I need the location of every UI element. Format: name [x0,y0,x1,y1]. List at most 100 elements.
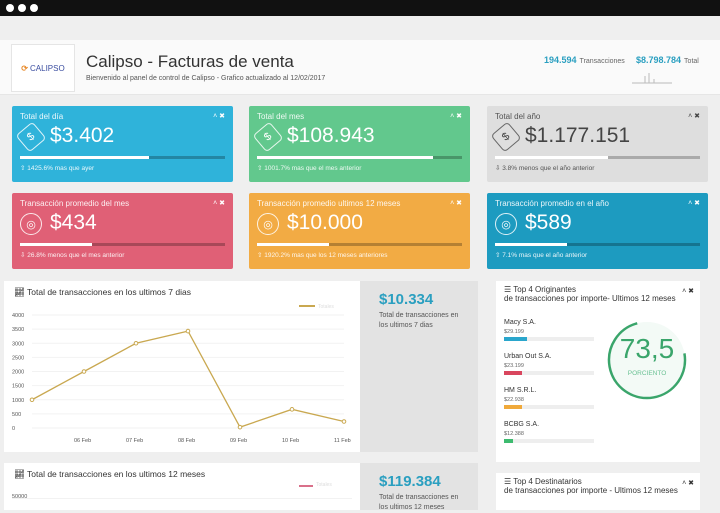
stat-12-desc: Total de transacciones en los ultimos 12… [379,494,459,511]
card-note-text: 26.8% menos que el mes anterior [27,252,125,259]
transactions-value: 194.594 [544,55,577,65]
collapse-icon[interactable]: ˄ [450,113,455,120]
lifebuoy-icon: ◎ [20,213,42,235]
logo-text: CALIPSO [30,63,65,73]
menu-icon[interactable]: ☰ [504,477,514,486]
x-tick-label: 10 Feb [282,438,299,444]
chart-12-title-text: Total de transacciones en los ultimos 12… [27,469,206,479]
originantes-title2: de transacciones por importe- Ultimos 12… [504,294,676,304]
card-note-text: 1920.2% mas que los 12 meses anteriores [264,252,388,259]
arrow-down-circle-icon: ⇩ [20,252,26,259]
money-icon: $ [252,121,284,153]
total-value: $8.798.784 [636,55,682,65]
card-controls: ˄ ✖ [450,199,462,207]
data-point[interactable] [289,407,295,412]
close-icon[interactable]: ✖ [688,288,694,295]
stat-7-desc: Total de transacciones en los ultimos 7 … [379,312,459,329]
y-tick-label: 2000 [12,370,24,376]
chart-7-days-panel: 📈︎ Total de transacciones en los ultimos… [4,281,360,452]
window-titlebar [0,0,720,16]
card-progress [20,243,225,246]
close-icon[interactable]: ✖ [219,113,225,120]
y-tick-label: 2500 [12,355,24,361]
card-progress [257,243,462,246]
item-amount: $12.388 [504,431,524,437]
item-bar [504,337,594,341]
card-note: ⇧ 7.1% mas que el año anterior [495,251,587,259]
stat-card: Total del día ˄ ✖ $ $3.402 ⇧ 1425.6% mas… [12,106,233,182]
page-subtitle: Bienvenido al panel de control de Calips… [86,75,326,82]
close-icon[interactable]: ✖ [688,480,694,487]
collapse-icon[interactable]: ˄ [213,200,218,207]
close-icon[interactable]: ✖ [694,200,700,207]
chart-line-icon: 📈︎ [14,469,27,479]
close-icon[interactable]: ✖ [694,113,700,120]
menu-icon[interactable]: ☰ [504,285,514,294]
card-controls: ˄ ✖ [450,112,462,120]
card-note-text: 1001.7% mas que el mes anterior [264,165,362,172]
header-transactions: 194.594 Transacciones [544,55,625,65]
y-tick-label: 1500 [12,384,24,390]
card-progress [495,156,700,159]
money-icon: $ [490,121,522,153]
card-label: Transacción promedio ultimos 12 meses [257,199,401,208]
x-tick-label: 06 Feb [74,438,91,444]
panel-controls: ˄ ✖ [682,287,694,295]
close-icon[interactable]: ✖ [456,200,462,207]
collapse-icon[interactable]: ˄ [682,480,687,487]
data-point[interactable] [29,397,35,403]
data-point[interactable] [237,424,243,430]
lifebuoy-icon: ◎ [257,213,279,235]
transactions-label: Transacciones [579,58,625,65]
page-header: ⟳ CALIPSO Calipso - Facturas de venta Bie… [0,40,720,95]
window-dot[interactable] [6,4,14,12]
originantes-title: ☰ Top 4 Originantes de transacciones por … [504,285,694,303]
card-note: ⇩ 3.8% menos que el año anterior [495,164,594,172]
originante-item: HM S.R.L. $22.938 [504,387,594,409]
gridline [12,498,352,499]
window-dot[interactable] [30,4,38,12]
lifebuoy-icon: ◎ [495,213,517,235]
y-tick-label: 4000 [12,313,24,319]
card-label: Total del día [20,112,64,121]
stat-7-days: $10.334 Total de transacciones en los ul… [360,281,478,452]
card-value: $589 [525,211,572,234]
destinatarios-title: ☰ Top 4 Destinatarios de transacciones po… [504,477,694,495]
window-dot[interactable] [18,4,26,12]
collapse-icon[interactable]: ˄ [688,200,693,207]
y-tick: 50000 [12,494,28,500]
card-value: $108.943 [287,124,375,147]
stat-7-value: $10.334 [379,291,434,308]
close-icon[interactable]: ✖ [219,200,225,207]
card-note-text: 1425.6% mas que ayer [27,165,95,172]
gauge-label: PORCIENTO [627,370,667,377]
card-value: $3.402 [50,124,115,147]
close-icon[interactable]: ✖ [456,113,462,120]
sparkline [632,73,672,84]
chart-7-title-text: Total de transacciones en los ultimos 7 … [27,287,191,297]
item-amount: $22.938 [504,397,524,403]
legend-label[interactable]: Totales [318,304,334,310]
chart-12-months-panel: 📈︎ Total de transacciones en los ultimos… [4,463,360,510]
card-label: Total del año [495,112,541,121]
top-destinatarios-panel: ☰ Top 4 Destinatarios de transacciones po… [496,473,700,510]
arrow-up-circle-icon: ⇧ [495,252,501,259]
data-point[interactable] [341,419,347,424]
card-note: ⇧ 1001.7% mas que el mes anterior [257,164,361,172]
item-amount: $29.199 [504,329,524,335]
item-bar [504,439,594,443]
item-name: Urban Out S.A. [504,353,552,360]
data-point[interactable] [133,340,139,346]
collapse-icon[interactable]: ˄ [213,113,218,120]
data-point[interactable] [185,328,191,334]
arrow-up-circle-icon: ⇧ [257,252,263,259]
data-point[interactable] [81,369,87,374]
card-value: $434 [50,211,97,234]
destinatarios-title1: Top 4 Destinatarios [513,477,582,486]
collapse-icon[interactable]: ˄ [688,113,693,120]
legend-swatch [299,485,313,487]
legend-label[interactable]: Totales [316,482,332,488]
collapse-icon[interactable]: ˄ [450,200,455,207]
collapse-icon[interactable]: ˄ [682,288,687,295]
top-originantes-panel: ☰ Top 4 Originantes de transacciones por … [496,281,700,462]
